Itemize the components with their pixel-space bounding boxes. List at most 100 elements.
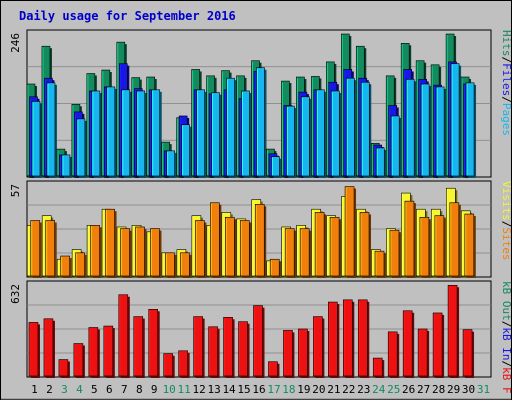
bar-middle-sites-day-29 — [449, 202, 461, 278]
bar-middle-sites-day-30 — [464, 213, 476, 278]
bar-top-pages-day-1 — [31, 101, 42, 178]
bar-middle-sites-day-9 — [150, 228, 162, 278]
bar-bottom-kb-f-day-2 — [43, 318, 55, 378]
legend-sites: Sites — [500, 227, 512, 260]
bar-bottom-kb-f-day-14 — [223, 317, 235, 378]
bar-top-pages-day-20 — [316, 89, 327, 178]
bar-middle-sites-day-13 — [210, 202, 222, 278]
x-tick-day-31: 31 — [477, 383, 490, 396]
x-tick-day-23: 23 — [357, 383, 370, 396]
legend-hits: Hits — [500, 30, 512, 57]
legend-visits: Visits — [500, 181, 512, 221]
bar-top-pages-day-2 — [46, 82, 57, 178]
bar-bottom-kb-f-day-22 — [343, 299, 355, 378]
bar-top-pages-day-26 — [405, 79, 417, 178]
bar-middle-sites-day-28 — [434, 215, 446, 278]
x-tick-day-7: 7 — [121, 383, 128, 396]
side-legend-middle: Visits/Sites — [500, 181, 512, 261]
x-tick-day-29: 29 — [447, 383, 460, 396]
x-tick-day-21: 21 — [327, 383, 340, 396]
bar-top-pages-day-15 — [241, 90, 252, 178]
bar-middle-sites-day-22 — [344, 186, 357, 278]
x-tick-day-15: 15 — [237, 383, 250, 396]
x-tick-day-20: 20 — [312, 383, 325, 396]
x-tick-day-26: 26 — [402, 383, 415, 396]
bar-bottom-kb-f-day-25 — [387, 331, 400, 378]
bar-top-pages-day-21 — [331, 90, 342, 178]
x-tick-day-14: 14 — [222, 383, 236, 396]
x-axis-day-labels: 1 2 3 4 5 6 7 8 9 10 11 12 13 14 15 16 17 18 19 20 21 22 23 24 2… — [31, 383, 490, 396]
bar-top-pages-day-3 — [61, 154, 72, 178]
bar-middle-sites-day-8 — [135, 226, 147, 278]
legend-files: Files — [500, 63, 512, 96]
x-tick-day-5: 5 — [91, 383, 98, 396]
bar-bottom-kb-f-day-27 — [417, 328, 430, 378]
chart-title: Daily usage for September 2016 — [19, 9, 236, 23]
bar-top-pages-day-28 — [435, 86, 447, 178]
bar-middle-sites-day-5 — [90, 225, 102, 278]
bar-bottom-kb-f-day-11 — [178, 350, 190, 378]
panel-middle: 57 Visits/Sites — [9, 180, 512, 278]
x-tick-day-17: 17 — [267, 383, 280, 396]
x-tick-day-30: 30 — [462, 383, 475, 396]
bar-middle-sites-day-25 — [389, 229, 401, 278]
bar-bottom-kb-f-day-7 — [118, 294, 130, 378]
legend-separator: / — [500, 361, 512, 368]
bar-middle-sites-day-2 — [45, 220, 57, 278]
bar-middle-sites-day-18 — [284, 228, 297, 278]
bar-middle-sites-day-23 — [359, 212, 372, 278]
x-tick-day-19: 19 — [297, 383, 310, 396]
bar-top-pages-day-30 — [465, 82, 477, 178]
x-tick-day-18: 18 — [282, 383, 295, 396]
panel-bottom: 632 kB Out/kB In/kB F — [9, 280, 512, 394]
legend-pages: Pages — [500, 103, 512, 136]
bar-bottom-kb-f-day-29 — [447, 284, 460, 378]
bar-bottom-kb-f-day-8 — [133, 316, 145, 378]
y-max-label: 246 — [9, 33, 22, 53]
bar-top-pages-day-19 — [301, 96, 312, 178]
legend-kb-in: kB In — [500, 327, 512, 360]
legend-separator: / — [500, 57, 512, 64]
bar-bottom-kb-f-day-20 — [313, 316, 325, 378]
bar-bottom-kb-f-day-4 — [73, 343, 85, 378]
bar-bottom-kb-f-day-30 — [462, 329, 475, 378]
bar-top-pages-day-24 — [375, 147, 387, 178]
legend-separator: / — [500, 96, 512, 103]
bar-bottom-kb-f-day-3 — [58, 359, 70, 378]
bar-bottom-kb-f-day-26 — [402, 310, 415, 378]
bar-top-pages-day-4 — [76, 118, 87, 178]
bar-bottom-kb-f-day-18 — [283, 330, 295, 378]
bar-bottom-kb-f-day-19 — [298, 328, 310, 378]
x-tick-day-6: 6 — [106, 383, 113, 396]
panel-top: 246 Hits/Files/Pages — [9, 29, 512, 179]
x-tick-day-2: 2 — [46, 383, 53, 396]
bar-bottom-kb-f-day-10 — [163, 353, 175, 378]
bar-middle-sites-day-10 — [165, 252, 177, 278]
bar-bottom-kb-f-day-15 — [238, 321, 250, 378]
bar-top-pages-day-10 — [166, 150, 177, 178]
bar-top-pages-day-25 — [390, 115, 402, 178]
bar-middle-sites-day-20 — [314, 212, 327, 278]
x-tick-day-10: 10 — [163, 383, 176, 396]
bar-bottom-kb-f-day-17 — [268, 361, 280, 378]
bar-top-pages-day-9 — [151, 89, 162, 178]
x-tick-day-13: 13 — [207, 383, 220, 396]
bar-bottom-kb-f-day-13 — [208, 326, 220, 378]
bar-top-pages-day-29 — [450, 63, 462, 178]
x-tick-day-9: 9 — [151, 383, 158, 396]
bar-middle-sites-day-15 — [239, 220, 252, 278]
bar-middle-sites-day-6 — [105, 208, 117, 278]
x-tick-day-1: 1 — [31, 383, 38, 396]
side-legend-top: Hits/Files/Pages — [500, 30, 512, 136]
bar-bottom-kb-f-day-12 — [193, 316, 205, 378]
x-tick-day-25: 25 — [387, 383, 400, 396]
bar-bottom-kb-f-day-6 — [103, 325, 115, 378]
x-tick-day-28: 28 — [432, 383, 445, 396]
bar-top-pages-day-5 — [91, 90, 102, 178]
x-tick-day-4: 4 — [76, 383, 83, 396]
bar-bottom-kb-f-day-24 — [372, 357, 385, 378]
legend-separator: / — [500, 221, 512, 228]
bar-top-pages-day-23 — [360, 81, 372, 178]
